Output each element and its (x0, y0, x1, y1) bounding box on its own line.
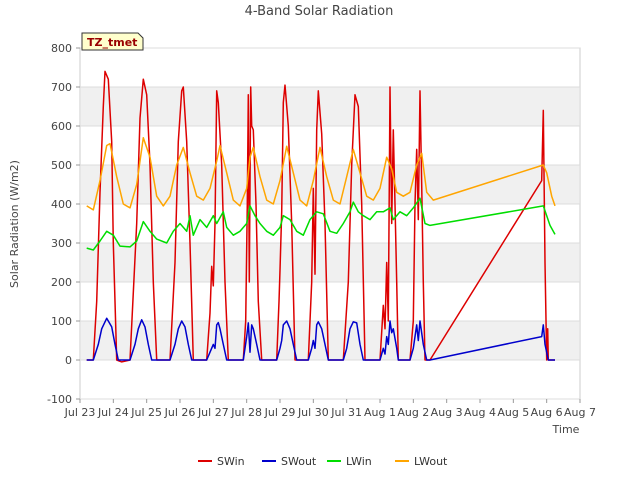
y-axis-label: Solar Radiation (W/m2) (8, 160, 21, 288)
y-tick-label: -100 (47, 393, 72, 406)
legend-label-swin: SWin (217, 455, 245, 468)
background-bands (81, 87, 579, 360)
legend-label-lwin: LWin (346, 455, 372, 468)
legend-label-lwout: LWout (414, 455, 448, 468)
y-axis-ticks: -100 0 100 200 300 400 500 600 700 800 (47, 42, 80, 406)
tz-badge-box (81, 32, 144, 51)
y-tick-label: 0 (65, 354, 72, 367)
tz-badge: TZ_tmet (81, 32, 144, 51)
x-axis-ticks: Jul 23 Jul 24 Jul 25 Jul 26 Jul 27 Jul 28 Jul … (64, 399, 596, 419)
band (81, 165, 579, 204)
x-tick-label: Jul 26 (164, 406, 196, 419)
data-series (86, 70, 556, 363)
x-tick-label: Aug 7 (564, 406, 596, 419)
y-tick-label: 800 (51, 42, 72, 55)
x-tick-label: Jul 23 (64, 406, 96, 419)
series-line-lwout (86, 136, 556, 211)
x-tick-label: Aug 2 (397, 406, 429, 419)
series-line-lwin (86, 197, 556, 251)
x-tick-label: Aug 4 (464, 406, 496, 419)
y-tick-label: 500 (51, 159, 72, 172)
x-tick-label: Aug 6 (531, 406, 563, 419)
y-tick-label: 100 (51, 315, 72, 328)
legend: SWin SWout LWin LWout (198, 455, 448, 468)
band (81, 243, 579, 282)
x-tick-label: Aug 3 (431, 406, 463, 419)
y-tick-label: 300 (51, 237, 72, 250)
x-axis-label: Time (552, 423, 580, 436)
y-tick-label: 400 (51, 198, 72, 211)
x-tick-label: Jul 24 (97, 406, 129, 419)
x-tick-label: Jul 30 (297, 406, 329, 419)
series-line-swout (86, 317, 555, 361)
x-tick-label: Jul 31 (330, 406, 362, 419)
y-tick-label: 200 (51, 276, 72, 289)
x-tick-label: Jul 25 (130, 406, 162, 419)
band (81, 87, 579, 126)
x-tick-label: Jul 29 (264, 406, 296, 419)
band (81, 321, 579, 360)
x-tick-label: Jul 27 (197, 406, 229, 419)
y-tick-label: 600 (51, 120, 72, 133)
tz-label: TZ_tmet (87, 36, 137, 49)
legend-label-swout: SWout (281, 455, 317, 468)
x-tick-label: Jul 28 (230, 406, 262, 419)
x-tick-label: Aug 1 (364, 406, 396, 419)
y-tick-label: 700 (51, 81, 72, 94)
x-tick-label: Aug 5 (497, 406, 529, 419)
chart-title: 4-Band Solar Radiation (245, 4, 394, 19)
